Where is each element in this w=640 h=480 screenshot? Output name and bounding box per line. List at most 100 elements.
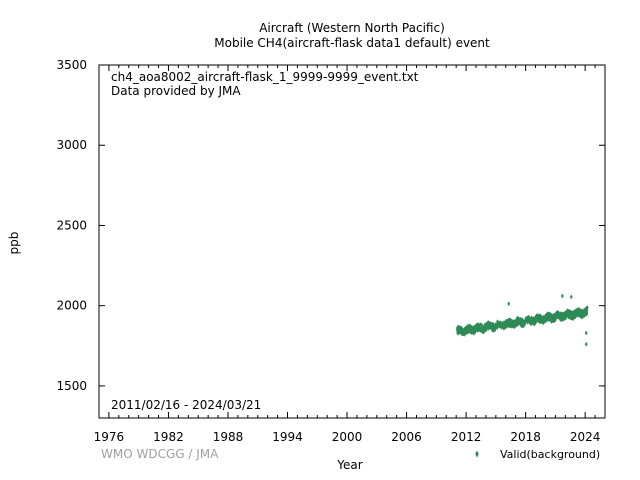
data-point bbox=[488, 323, 492, 329]
x-tick-label: 1988 bbox=[213, 430, 244, 444]
x-tick-label: 1994 bbox=[272, 430, 303, 444]
data-point bbox=[553, 313, 557, 319]
legend-label: Valid(background) bbox=[500, 448, 600, 461]
data-point bbox=[520, 323, 524, 328]
data-point bbox=[510, 323, 514, 329]
data-point bbox=[560, 293, 564, 299]
data-point bbox=[459, 326, 462, 331]
data-point bbox=[500, 323, 504, 328]
data-point bbox=[474, 326, 478, 332]
data-point bbox=[567, 314, 571, 319]
data-point bbox=[507, 301, 511, 307]
annotation-provider: Data provided by JMA bbox=[111, 84, 241, 98]
data-point bbox=[526, 317, 530, 322]
data-point bbox=[456, 327, 459, 333]
x-tick-label: 2024 bbox=[570, 430, 601, 444]
data-point bbox=[468, 323, 472, 329]
data-point bbox=[460, 331, 464, 337]
data-points bbox=[456, 293, 589, 347]
y-tick-label: 2500 bbox=[56, 218, 87, 232]
data-point bbox=[472, 330, 476, 336]
data-point bbox=[541, 319, 544, 325]
data-point bbox=[584, 307, 587, 313]
data-point bbox=[576, 312, 580, 318]
x-tick-label: 2012 bbox=[451, 430, 482, 444]
data-point bbox=[477, 324, 481, 330]
y-tick-label: 3000 bbox=[56, 138, 87, 152]
legend: Valid(background) bbox=[475, 448, 600, 461]
data-point bbox=[502, 322, 506, 328]
credit-text: WMO WDCGG / JMA bbox=[101, 447, 219, 461]
data-point bbox=[535, 317, 539, 323]
data-point bbox=[513, 319, 516, 325]
data-point bbox=[465, 325, 469, 331]
plot-frame bbox=[98, 64, 606, 419]
data-point bbox=[488, 322, 492, 327]
data-point bbox=[584, 330, 588, 336]
x-tick-label: 2000 bbox=[332, 430, 363, 444]
chart-title-line1: Aircraft (Western North Pacific) bbox=[259, 21, 445, 35]
x-tick-label: 1982 bbox=[153, 430, 184, 444]
data-point bbox=[491, 327, 495, 333]
data-point bbox=[579, 308, 582, 314]
data-point bbox=[549, 312, 552, 317]
data-point bbox=[507, 317, 511, 323]
data-point bbox=[544, 313, 548, 319]
x-tick-label: 2018 bbox=[510, 430, 541, 444]
data-point bbox=[486, 324, 490, 330]
data-point bbox=[517, 320, 521, 325]
x-tick-label: 2006 bbox=[391, 430, 422, 444]
data-point bbox=[495, 323, 499, 329]
data-point bbox=[562, 315, 566, 321]
annotation-file: ch4_aoa8002_aircraft-flask_1_9999-9999_e… bbox=[111, 70, 419, 84]
y-axis: 1500 2000 2500 3000 3500 bbox=[56, 58, 605, 393]
data-point bbox=[562, 311, 566, 317]
data-point bbox=[462, 331, 466, 337]
y-tick-label: 2000 bbox=[56, 299, 87, 313]
data-point bbox=[569, 309, 573, 315]
data-point bbox=[564, 311, 568, 316]
x-tick-label: 1976 bbox=[94, 430, 125, 444]
data-point bbox=[464, 327, 468, 333]
data-point bbox=[539, 314, 543, 319]
data-point bbox=[535, 313, 539, 319]
data-point bbox=[552, 318, 556, 324]
data-point bbox=[498, 324, 502, 329]
x-axis: 1976 1982 1988 1994 2000 2006 2012 2018 2024 bbox=[94, 65, 606, 444]
y-axis-label: ppb bbox=[7, 232, 21, 255]
data-point bbox=[505, 319, 509, 325]
data-point bbox=[570, 316, 574, 321]
chart-title-line2: Mobile CH4(aircraft-flask data1 default)… bbox=[214, 36, 490, 50]
data-point bbox=[491, 322, 495, 328]
data-point bbox=[480, 322, 484, 328]
data-point bbox=[576, 309, 580, 315]
y-tick-label: 3500 bbox=[56, 58, 87, 72]
data-point bbox=[493, 323, 497, 328]
data-point bbox=[530, 319, 534, 325]
data-point bbox=[493, 327, 497, 332]
data-point bbox=[515, 316, 519, 322]
data-point bbox=[520, 319, 524, 325]
data-point bbox=[473, 324, 477, 330]
data-point bbox=[457, 325, 461, 330]
data-point bbox=[546, 313, 550, 319]
data-point bbox=[584, 341, 588, 347]
data-point bbox=[558, 315, 562, 320]
legend-marker bbox=[475, 450, 479, 458]
data-point bbox=[460, 328, 464, 333]
data-point bbox=[524, 318, 527, 323]
data-point bbox=[572, 313, 575, 319]
data-point bbox=[555, 313, 559, 319]
data-point bbox=[466, 329, 469, 335]
data-point bbox=[527, 319, 531, 325]
data-point bbox=[498, 321, 502, 327]
data-point bbox=[470, 328, 474, 334]
data-point bbox=[581, 312, 585, 318]
y-tick-label: 1500 bbox=[56, 379, 87, 393]
data-point bbox=[538, 319, 542, 325]
data-point bbox=[482, 324, 486, 330]
data-point bbox=[532, 316, 536, 322]
data-point bbox=[569, 294, 573, 300]
data-point bbox=[479, 326, 483, 332]
data-point bbox=[514, 322, 518, 328]
